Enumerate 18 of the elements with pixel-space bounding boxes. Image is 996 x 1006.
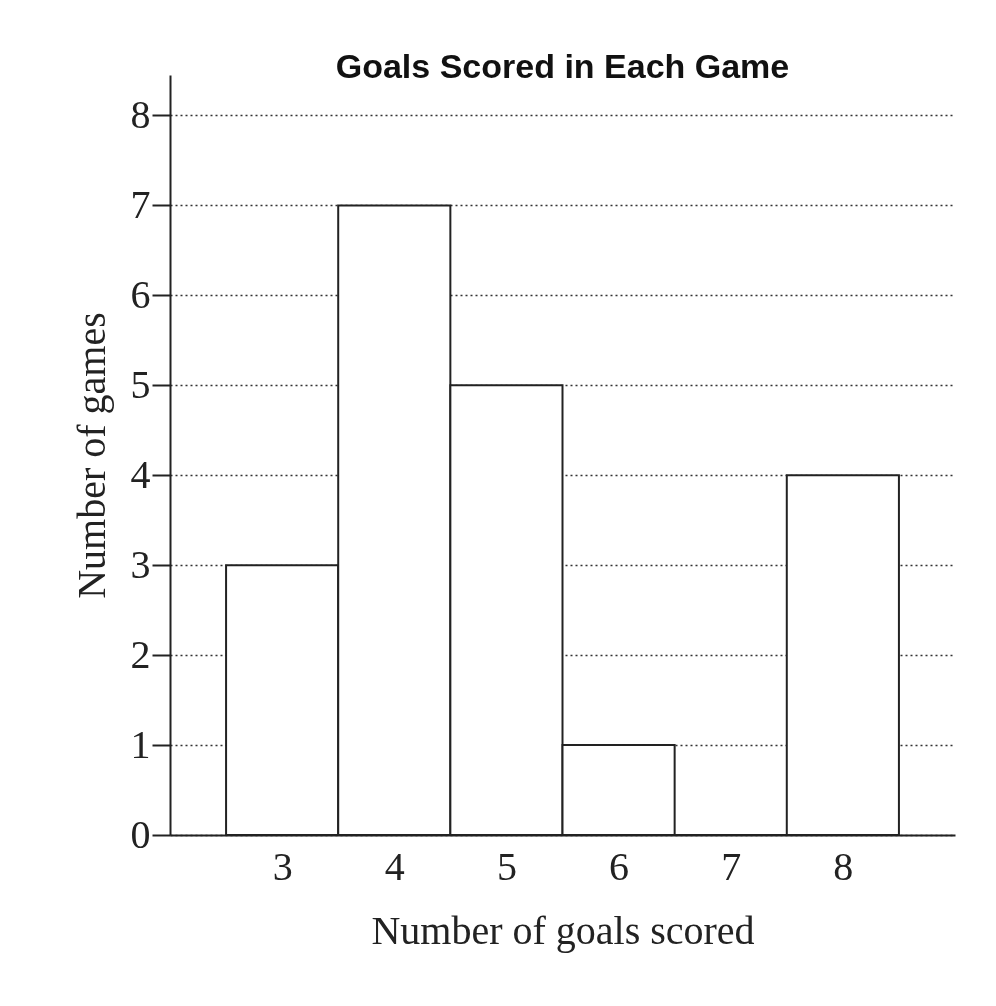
x-tick-label: 7: [721, 843, 742, 889]
y-tick-label: 2: [130, 631, 151, 677]
chart-title: Goals Scored in Each Game: [335, 47, 790, 85]
x-axis-title: Number of goals scored: [371, 907, 755, 953]
y-tick-label: 3: [130, 541, 151, 587]
y-tick-label: 1: [130, 721, 151, 767]
x-tick-label: 4: [384, 843, 405, 889]
y-tick-label: 7: [130, 181, 151, 227]
y-tick-label: 0: [130, 811, 151, 857]
y-tick-label: 6: [130, 271, 151, 317]
y-tick-label: 5: [130, 361, 151, 407]
x-tick-label: 5: [496, 843, 517, 889]
x-tick-label: 3: [272, 843, 293, 889]
y-tick-label: 8: [130, 91, 151, 137]
x-tick-label: 6: [609, 843, 630, 889]
y-axis-title: Number of games: [68, 312, 114, 599]
x-tick-label: 8: [833, 843, 854, 889]
y-tick-label: 4: [130, 451, 151, 497]
